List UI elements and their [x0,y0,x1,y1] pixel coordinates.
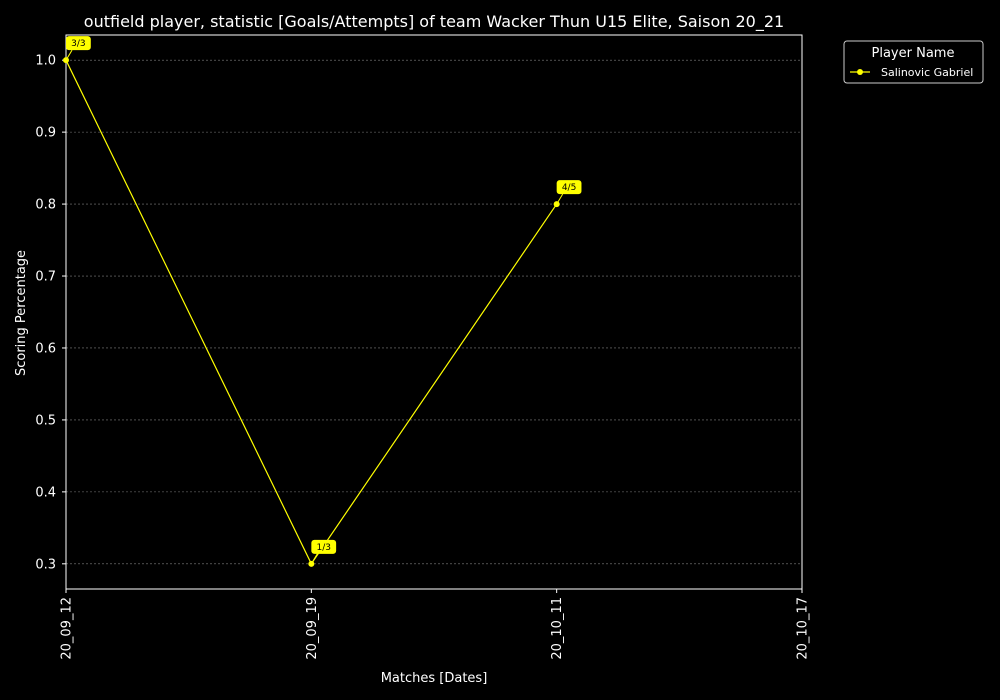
y-tick-label: 0.8 [35,198,56,213]
y-tick-label: 1.0 [35,54,56,69]
x-tick-label: 20_10_11 [550,597,565,660]
annotations: 3/3 1/3 4/5 [65,36,582,565]
grid-lines [66,59,802,565]
y-tick-label: 0.9 [35,126,56,141]
legend: Player Name Salinovic Gabriel [843,40,984,84]
legend-point-marker [857,69,863,75]
data-label: 1/3 [316,543,330,553]
y-tick-label: 0.3 [35,557,56,572]
y-tick-label: 0.5 [35,413,56,428]
chart-title: outfield player, statistic [Goals/Attemp… [84,12,784,32]
data-label: 4/5 [562,183,576,193]
x-tick-label: 20_09_12 [60,597,75,660]
annotation-leader [310,553,318,565]
x-tick-label: 20_10_17 [796,597,811,660]
annotation-leader [65,49,73,61]
annotation-box [66,36,91,51]
annotation-box [556,180,582,195]
legend-box [843,40,984,84]
y-tick-label: 0.4 [35,485,56,500]
y-tick-label: 0.6 [35,341,56,356]
annotation-leader [556,193,564,205]
axes [65,34,803,590]
ticks: 0.3 0.4 0.5 0.6 0.7 0.8 0.9 1.0 20_09_12 20_09_19… [35,54,810,660]
x-axis-label: Matches [Dates] [381,671,488,686]
x-tick-label: 20_09_19 [305,597,320,660]
legend-title: Player Name [872,46,955,61]
y-tick-label: 0.7 [35,270,56,285]
annotation-box [311,539,337,554]
data-label: 3/3 [71,39,85,49]
legend-entry: Salinovic Gabriel [881,66,973,79]
plot-frame [65,34,803,590]
y-axis-label: Scoring Percentage [14,250,29,376]
